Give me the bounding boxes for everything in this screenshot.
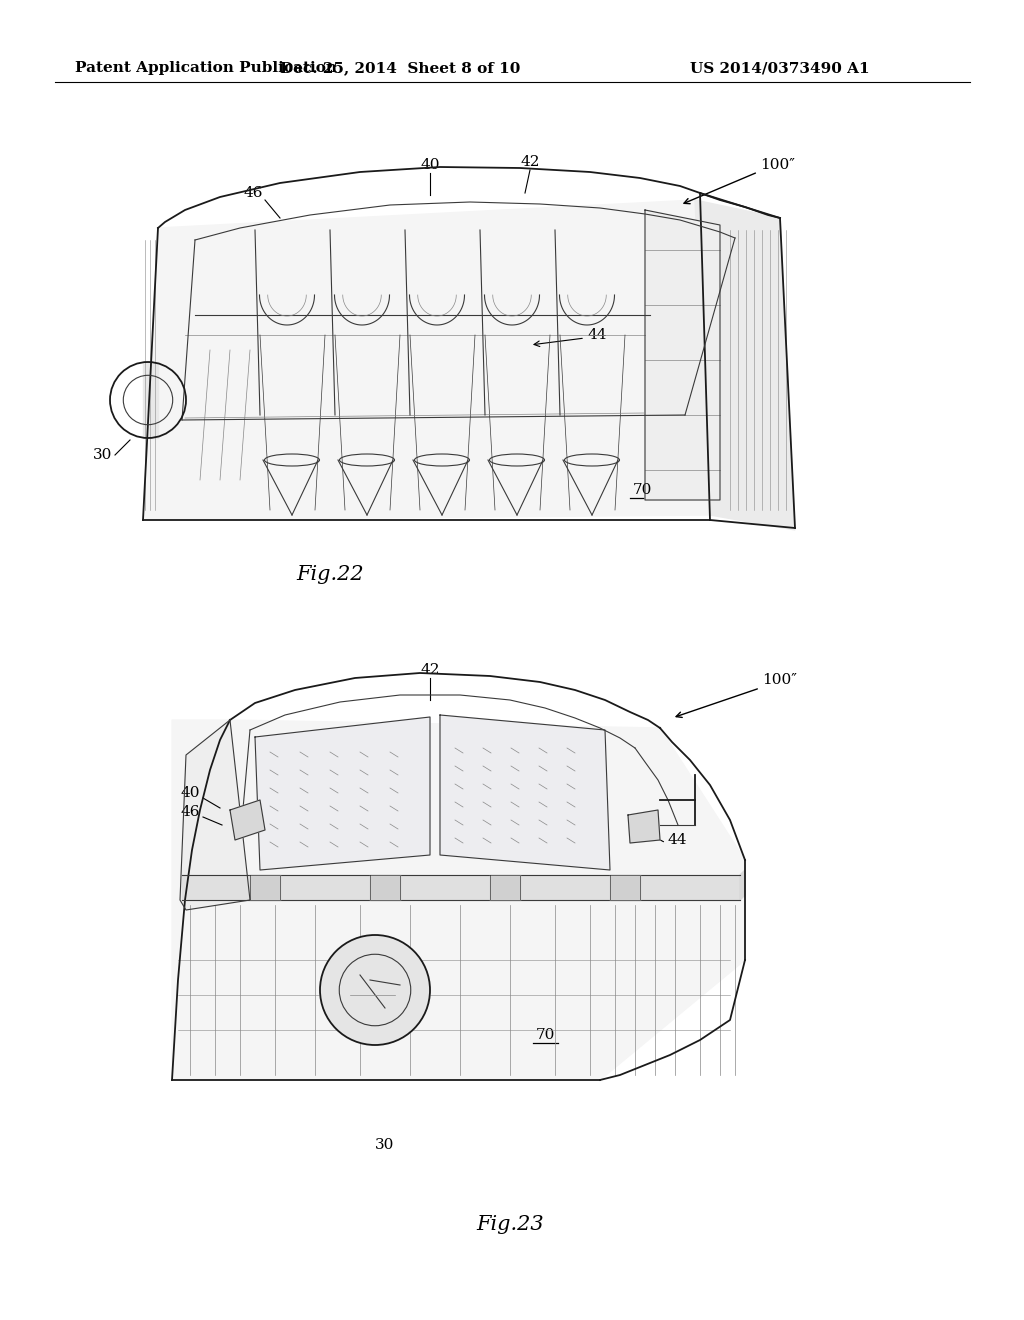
Polygon shape xyxy=(490,875,520,900)
Polygon shape xyxy=(740,870,745,900)
Text: 40: 40 xyxy=(420,158,439,172)
Polygon shape xyxy=(143,201,710,520)
Text: 46: 46 xyxy=(180,805,200,818)
Text: 42: 42 xyxy=(520,154,540,169)
Text: 40: 40 xyxy=(180,785,200,800)
Polygon shape xyxy=(610,875,640,900)
Text: 46: 46 xyxy=(244,186,263,201)
Polygon shape xyxy=(645,210,720,500)
Text: Fig.23: Fig.23 xyxy=(476,1216,544,1234)
Text: Fig.22: Fig.22 xyxy=(296,565,364,585)
Polygon shape xyxy=(250,875,280,900)
Text: 100″: 100″ xyxy=(760,158,795,172)
Polygon shape xyxy=(230,800,265,840)
Polygon shape xyxy=(628,810,660,843)
Circle shape xyxy=(319,935,430,1045)
Text: 100″: 100″ xyxy=(762,673,797,686)
Polygon shape xyxy=(695,201,795,531)
Text: 70: 70 xyxy=(632,483,651,498)
Text: 30: 30 xyxy=(93,447,113,462)
Polygon shape xyxy=(440,715,610,870)
Text: 44: 44 xyxy=(668,833,687,847)
Text: 42: 42 xyxy=(420,663,439,677)
Text: Patent Application Publication: Patent Application Publication xyxy=(75,61,337,75)
Text: 44: 44 xyxy=(587,327,606,342)
Text: 30: 30 xyxy=(376,1138,394,1152)
Polygon shape xyxy=(255,717,430,870)
Text: US 2014/0373490 A1: US 2014/0373490 A1 xyxy=(690,61,870,75)
Text: Dec. 25, 2014  Sheet 8 of 10: Dec. 25, 2014 Sheet 8 of 10 xyxy=(280,61,520,75)
Polygon shape xyxy=(370,875,400,900)
Text: 70: 70 xyxy=(536,1028,555,1041)
Polygon shape xyxy=(172,719,745,1080)
Polygon shape xyxy=(180,719,250,909)
